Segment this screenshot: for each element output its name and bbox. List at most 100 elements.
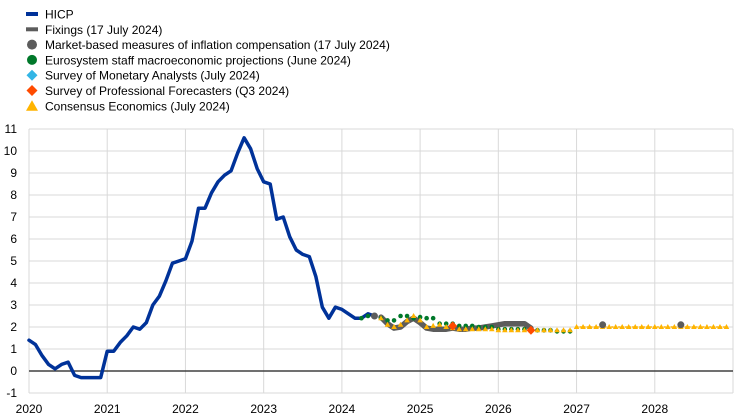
legend-item-hicp: HICP — [26, 8, 74, 22]
market-based-point — [370, 312, 378, 320]
eurosystem-point — [398, 313, 403, 319]
consensus-point — [534, 327, 541, 333]
y-tick-label: 6 — [10, 232, 17, 246]
legend-label: HICP — [45, 8, 74, 22]
consensus-point — [482, 326, 489, 332]
consensus-point — [397, 321, 404, 327]
chart-marks — [27, 136, 730, 380]
y-axis-ticks: -1 0 1 2 3 4 5 6 7 8 9 10 11 — [4, 122, 18, 400]
consensus-point — [580, 324, 586, 329]
consensus-point — [651, 324, 658, 329]
y-tick-label: 2 — [10, 320, 17, 334]
spf-point — [526, 325, 536, 335]
legend-item-market: Market-based measures of inflation compe… — [27, 38, 390, 52]
consensus-point — [619, 324, 625, 329]
y-tick-label: 3 — [10, 298, 17, 312]
x-axis-ticks: 2020 2021 2022 2023 2024 2025 2026 2027 2028 — [16, 402, 669, 416]
legend-item-sma: Survey of Monetary Analysts (July 2024) — [26, 69, 260, 83]
consensus-point — [723, 324, 730, 329]
hicp-line — [27, 136, 377, 380]
y-tick-label: 4 — [10, 276, 17, 290]
consensus-point — [430, 322, 436, 328]
y-tick-label: 5 — [10, 254, 17, 268]
consensus-point — [671, 324, 678, 329]
consensus-point — [560, 327, 567, 333]
consensus-point — [541, 327, 547, 333]
consensus-point — [521, 327, 528, 333]
eurosystem-point — [463, 323, 469, 329]
consensus-point — [404, 317, 410, 323]
x-tick-label: 2023 — [250, 402, 277, 416]
legend-label: Fixings (17 July 2024) — [45, 23, 162, 37]
consensus-point — [378, 315, 384, 321]
consensus-point — [417, 317, 423, 323]
consensus-point — [586, 324, 593, 329]
consensus-point — [462, 326, 469, 332]
y-tick-label: 7 — [10, 210, 17, 224]
consensus-point — [502, 327, 508, 333]
eurosystem-point — [417, 314, 423, 320]
legend-circle-icon — [27, 39, 37, 50]
consensus-point — [573, 324, 580, 329]
consensus-point — [625, 324, 632, 329]
consensus-point — [384, 321, 391, 327]
eurosystem-point — [359, 315, 364, 321]
legend-triangle-icon — [26, 100, 38, 111]
eurosystem-point — [424, 315, 429, 321]
consensus-point — [547, 327, 554, 333]
consensus-point — [515, 327, 521, 333]
eurosystem-point — [469, 323, 475, 329]
consensus-point — [489, 326, 495, 332]
consensus-point — [567, 327, 573, 333]
y-tick-label: 8 — [10, 188, 17, 202]
y-tick-label: 0 — [10, 364, 17, 378]
consensus-point — [436, 321, 443, 327]
consensus-point — [423, 324, 430, 329]
market-based-point — [677, 321, 685, 329]
consensus-point — [391, 324, 397, 329]
consensus-point — [410, 313, 417, 318]
consensus-point — [697, 324, 704, 329]
consensus-point — [691, 324, 697, 329]
legend-label: Consensus Economics (July 2024) — [45, 99, 230, 113]
x-tick-label: 2027 — [563, 402, 590, 416]
x-tick-label: 2026 — [485, 402, 512, 416]
x-tick-label: 2028 — [641, 402, 668, 416]
eurosystem-point — [443, 321, 449, 327]
consensus-point — [710, 324, 717, 329]
legend-item-consensus: Consensus Economics (July 2024) — [26, 99, 230, 113]
consensus-point — [632, 324, 639, 329]
legend-item-spf: Survey of Professional Forecasters (Q3 2… — [26, 84, 289, 98]
consensus-point — [593, 324, 599, 329]
y-tick-label: 1 — [10, 342, 17, 356]
consensus-point — [684, 324, 691, 329]
legend-label: Survey of Monetary Analysts (July 2024) — [45, 69, 260, 83]
eurosystem-point — [404, 313, 410, 319]
legend-diamond-icon — [26, 85, 38, 96]
consensus-point — [638, 324, 645, 329]
legend-item-eurosystem: Eurosystem staff macroeconomic projectio… — [27, 53, 351, 67]
market-based-point — [599, 321, 607, 329]
eurosystem-point — [391, 318, 397, 323]
y-tick-label: -1 — [6, 386, 17, 400]
consensus-point — [443, 324, 449, 329]
consensus-point — [612, 324, 619, 329]
x-tick-label: 2022 — [172, 402, 199, 416]
y-tick-label: 11 — [5, 122, 18, 136]
legend-label: Eurosystem staff macroeconomic projectio… — [45, 53, 351, 67]
grid — [28, 128, 734, 394]
x-tick-label: 2021 — [94, 402, 121, 416]
eurosystem-point — [365, 313, 371, 319]
fixings-line — [378, 314, 534, 332]
eurosystem-point — [385, 318, 390, 323]
consensus-point — [645, 324, 652, 329]
legend-line-icon — [26, 12, 38, 16]
consensus-point — [469, 326, 476, 332]
legend-line-icon — [26, 27, 38, 32]
legend-label: Survey of Professional Forecasters (Q3 2… — [45, 84, 289, 98]
y-tick-label: 10 — [4, 144, 18, 158]
y-tick-label: 9 — [10, 166, 17, 180]
consensus-point — [606, 324, 612, 329]
